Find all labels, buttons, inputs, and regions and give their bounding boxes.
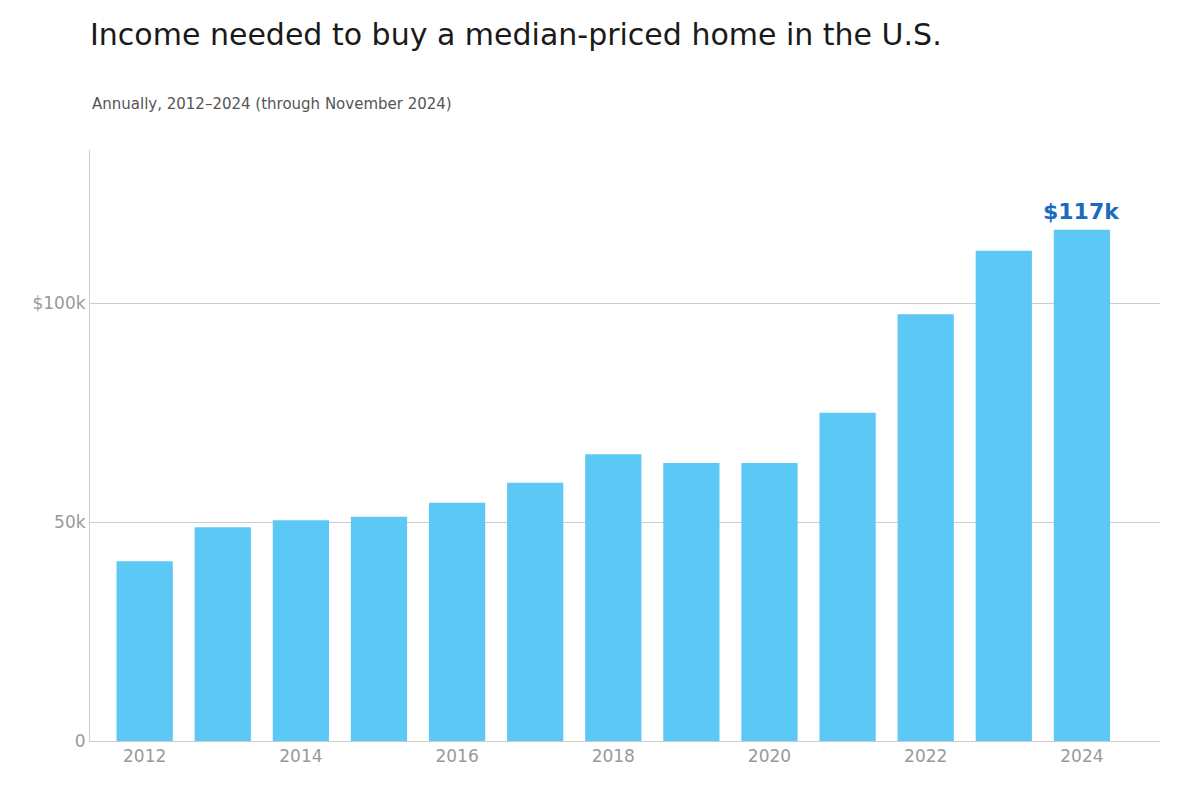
svg-text:$117k: $117k xyxy=(1043,199,1120,224)
svg-text:$100k: $100k xyxy=(32,293,85,313)
svg-text:2012: 2012 xyxy=(123,746,166,766)
svg-text:2024: 2024 xyxy=(1060,746,1103,766)
svg-text:2016: 2016 xyxy=(435,746,478,766)
svg-text:Income needed to buy a median-: Income needed to buy a median-priced hom… xyxy=(90,17,942,52)
svg-text:2018: 2018 xyxy=(592,746,635,766)
svg-text:50k: 50k xyxy=(54,512,86,532)
svg-text:2020: 2020 xyxy=(748,746,791,766)
svg-text:Annually, 2012–2024 (through N: Annually, 2012–2024 (through November 20… xyxy=(92,95,452,113)
svg-text:2014: 2014 xyxy=(279,746,322,766)
svg-text:2022: 2022 xyxy=(904,746,947,766)
svg-text:0: 0 xyxy=(75,731,86,751)
